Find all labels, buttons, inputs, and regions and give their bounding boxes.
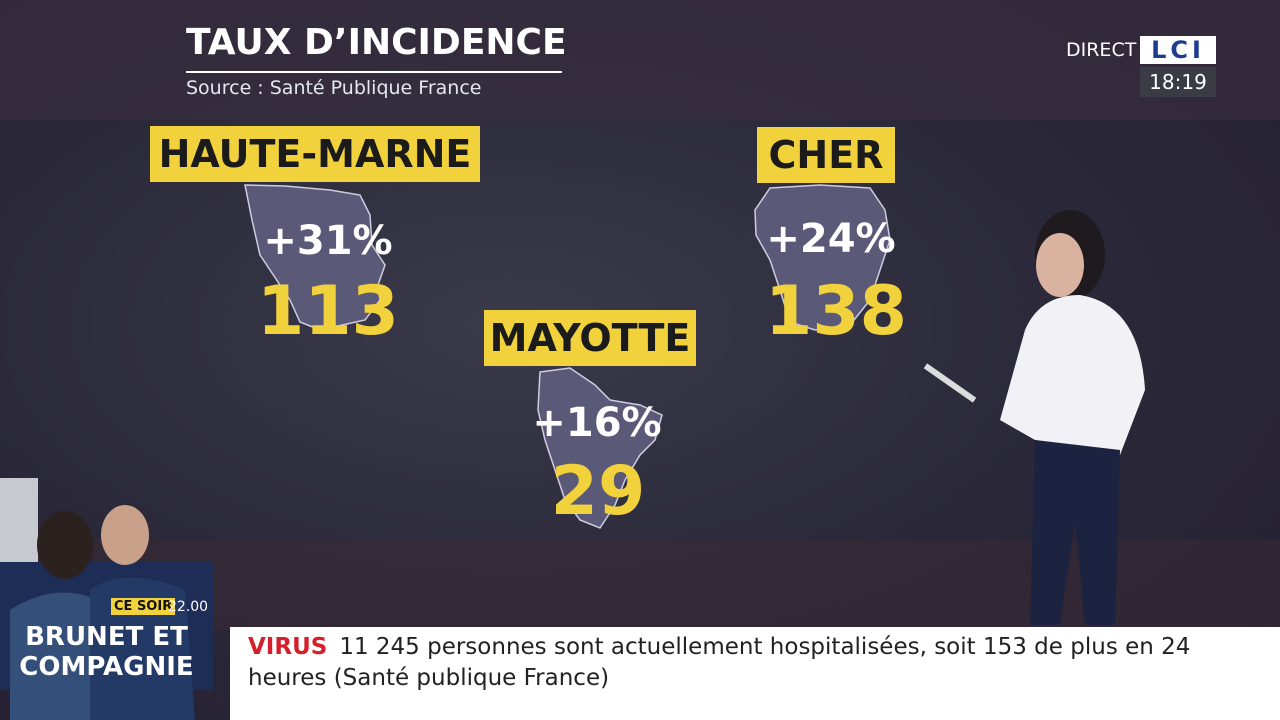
region-rate: 29 bbox=[550, 452, 646, 531]
map-haute-marne bbox=[244, 184, 386, 331]
host-2-head bbox=[101, 505, 149, 565]
presenter-shirt bbox=[1000, 295, 1145, 455]
title: TAUX D’INCIDENCE bbox=[186, 22, 567, 63]
promo-time: 22.00 bbox=[168, 599, 209, 615]
source: Source : Santé Publique France bbox=[186, 77, 482, 99]
clock: 18:19 bbox=[1149, 70, 1207, 94]
map-mayotte bbox=[537, 367, 663, 529]
region-label: CHER bbox=[757, 127, 895, 183]
region-label: MAYOTTE bbox=[484, 310, 696, 366]
promo-show: BRUNET ET COMPAGNIE bbox=[0, 622, 213, 682]
region-rate: 138 bbox=[765, 272, 907, 351]
region-change: +16% bbox=[532, 400, 662, 446]
presenter-face bbox=[1036, 233, 1084, 297]
side-panel bbox=[0, 478, 38, 568]
region-change: +24% bbox=[766, 216, 896, 262]
region-change: +31% bbox=[263, 218, 393, 264]
ticker-text: 11 245 personnes sont actuellement hospi… bbox=[248, 634, 1191, 691]
ticker-topic: VIRUS bbox=[248, 634, 328, 660]
logo-background bbox=[1140, 36, 1216, 64]
promo-line: COMPAGNIE bbox=[19, 652, 194, 682]
region-rate: 113 bbox=[257, 272, 399, 351]
live-status: DIRECT bbox=[1066, 39, 1137, 61]
ticker-background bbox=[230, 627, 1280, 720]
channel-logo: LCI bbox=[1151, 36, 1205, 64]
region-label: HAUTE-MARNE bbox=[150, 126, 480, 182]
host-1-head bbox=[37, 511, 93, 579]
ticker: VIRUS 11 245 personnes sont actuellement … bbox=[248, 632, 1248, 694]
presenter-trousers bbox=[1030, 440, 1120, 625]
promo-tag: CE SOIR bbox=[111, 598, 176, 615]
promo-line: BRUNET ET bbox=[25, 622, 188, 652]
clock-background bbox=[1140, 67, 1216, 97]
presenter-cards bbox=[923, 363, 977, 403]
map-cher bbox=[754, 184, 891, 331]
top-shade bbox=[0, 0, 1280, 120]
